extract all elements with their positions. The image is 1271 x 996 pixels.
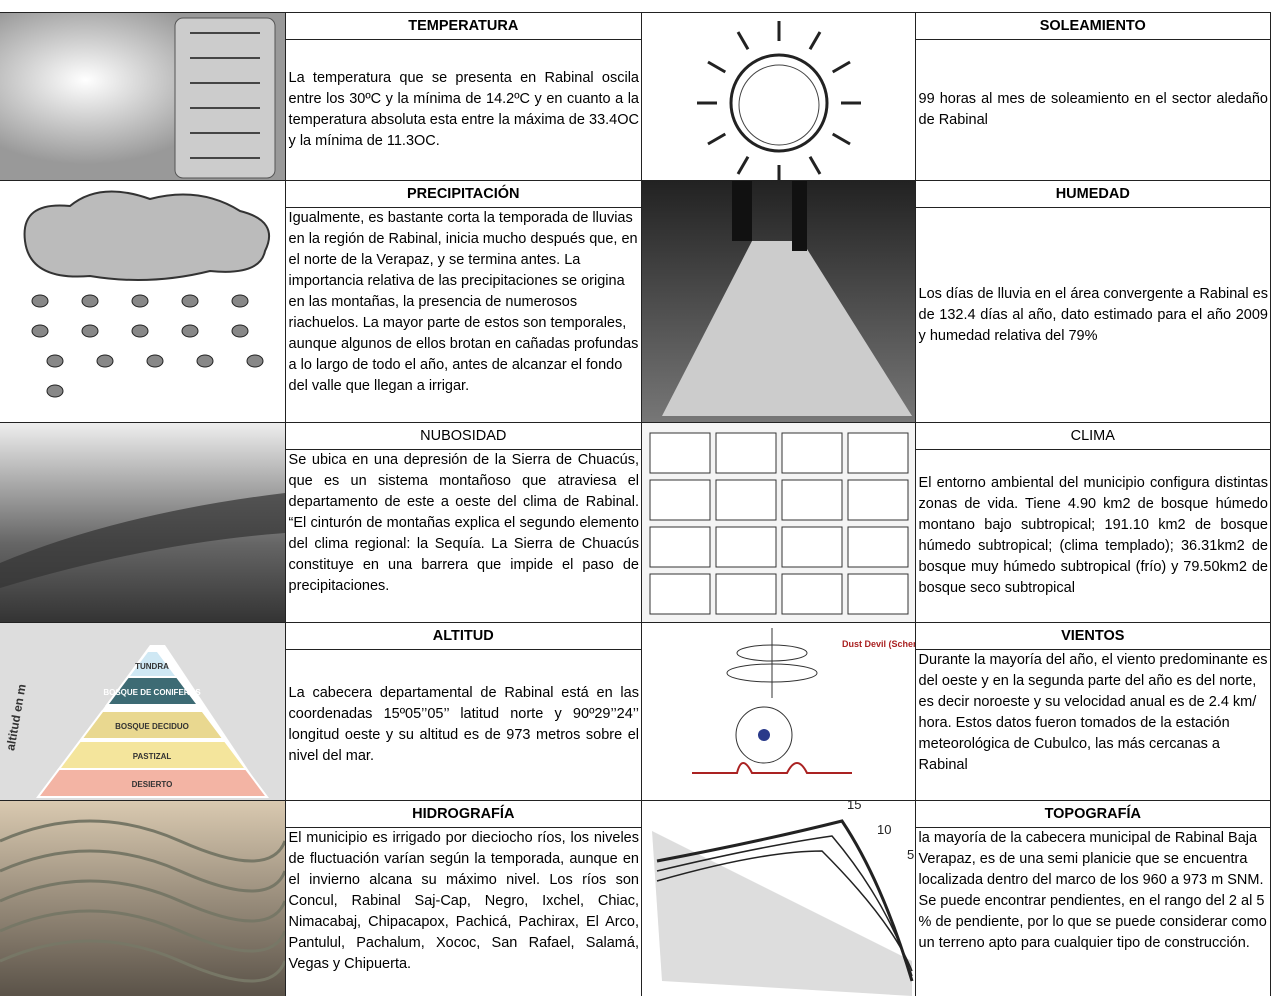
info-cell: CLIMA El entorno ambiental del municipio … (915, 423, 1271, 622)
illustration (641, 423, 916, 622)
table-row: TUNDRA BOSQUE DE CONIFERAS BOSQUE DECIDUO P… (0, 622, 1271, 800)
cell-title: HUMEDAD (915, 181, 1270, 208)
cell-text: Igualmente, es bastante corta la tempora… (288, 210, 639, 394)
cell-title: HIDROGRAFÍA (285, 801, 641, 828)
table-row: NUBOSIDAD Se ubica en una depresión de la… (0, 422, 1271, 622)
cell-text: 99 horas al mes de soleamiento en el sec… (918, 91, 1268, 128)
cell-body: la mayoría de la cabecera municipal de R… (916, 828, 1270, 996)
cell-body: La temperatura que se presenta en Rabina… (286, 40, 641, 180)
cell-title: NUBOSIDAD (285, 423, 641, 450)
cell-title: CLIMA (915, 423, 1270, 450)
cell-text: Los días de lluvia en el área convergent… (918, 285, 1268, 344)
illustration-drawing (641, 423, 915, 622)
pyramid-label: DESIERTO (132, 780, 173, 789)
table-row: TEMPERATURA La temperatura que se present… (0, 12, 1271, 180)
pyramid-label: PASTIZAL (133, 752, 172, 761)
cell-text: El entorno ambiental del municipio confi… (918, 475, 1268, 596)
cell-title: PRECIPITACIÓN (285, 181, 641, 208)
illustration-drawing (641, 181, 915, 422)
cell-text: Durante la mayoría del año, el viento pr… (918, 652, 1268, 773)
info-cell: TEMPERATURA La temperatura que se present… (285, 13, 642, 180)
cell-text: la mayoría de la cabecera municipal de R… (918, 830, 1267, 951)
cell-body: 99 horas al mes de soleamiento en el sec… (916, 40, 1270, 180)
illustration (642, 13, 916, 180)
illustration-drawing (0, 801, 285, 996)
illustration-drawing: Dust Devil (Schematic) (641, 623, 915, 800)
cell-text: La temperatura que se presenta en Rabina… (288, 70, 639, 149)
table-row: PRECIPITACIÓN Igualmente, es bastante cor… (0, 180, 1271, 422)
cell-text: La cabecera departamental de Rabinal est… (288, 685, 639, 764)
cell-title: TEMPERATURA (285, 13, 641, 40)
info-cell: NUBOSIDAD Se ubica en una depresión de la… (285, 423, 642, 622)
illustration (0, 423, 286, 622)
illustration (0, 801, 286, 996)
contour-label: 5 (907, 847, 914, 862)
illustration-drawing: 15 10 5 (641, 801, 915, 996)
info-cell: HUMEDAD Los días de lluvia en el área con… (915, 181, 1271, 422)
diagram-title: Dust Devil (Schematic) (842, 639, 915, 649)
cell-body: La cabecera departamental de Rabinal est… (286, 650, 641, 800)
illustration-drawing: TUNDRA BOSQUE DE CONIFERAS BOSQUE DECIDUO P… (0, 623, 285, 800)
pyramid-label: TUNDRA (135, 662, 169, 671)
cell-body: Durante la mayoría del año, el viento pr… (916, 650, 1270, 800)
info-cell: SOLEAMIENTO 99 horas al mes de soleamient… (915, 13, 1271, 180)
illustration-drawing (23, 190, 270, 398)
illustration (641, 181, 916, 422)
info-cell: PRECIPITACIÓN Igualmente, es bastante cor… (285, 181, 642, 422)
cell-title: SOLEAMIENTO (915, 13, 1270, 40)
cell-body: Se ubica en una depresión de la Sierra d… (286, 450, 641, 622)
cell-body: El municipio es irrigado por dieciocho r… (286, 828, 641, 996)
illustration-drawing (0, 423, 285, 622)
table-row: HIDROGRAFÍA El municipio es irrigado por … (0, 800, 1271, 996)
info-cell: HIDROGRAFÍA El municipio es irrigado por … (285, 801, 642, 996)
illustration-drawing (0, 13, 285, 180)
illustration (0, 13, 286, 180)
illustration: Dust Devil (Schematic) (641, 623, 916, 800)
illustration: TUNDRA BOSQUE DE CONIFERAS BOSQUE DECIDUO P… (0, 623, 286, 800)
illustration: 15 10 5 (641, 801, 916, 996)
cell-title: VIENTOS (915, 623, 1270, 650)
cell-body: Los días de lluvia en el área convergent… (916, 208, 1270, 422)
cell-body: El entorno ambiental del municipio confi… (916, 450, 1270, 622)
cell-text: El municipio es irrigado por dieciocho r… (288, 830, 639, 972)
contour-label: 15 (847, 801, 861, 812)
cell-title: TOPOGRAFÍA (915, 801, 1270, 828)
cell-title: ALTITUD (285, 623, 641, 650)
info-cell: VIENTOS Durante la mayoría del año, el vi… (915, 623, 1271, 800)
info-cell: TOPOGRAFÍA la mayoría de la cabecera muni… (915, 801, 1271, 996)
info-cell: ALTITUD La cabecera departamental de Rabi… (285, 623, 642, 800)
illustration-drawing (696, 21, 861, 180)
contour-label: 10 (877, 822, 891, 837)
cell-body: Igualmente, es bastante corta la tempora… (286, 208, 641, 422)
pyramid-label: BOSQUE DECIDUO (115, 722, 189, 731)
pyramid-label: BOSQUE DE CONIFERAS (103, 688, 201, 697)
cell-text: Se ubica en una depresión de la Sierra d… (288, 452, 639, 594)
illustration (0, 181, 286, 422)
climate-table: TEMPERATURA La temperatura que se present… (0, 12, 1271, 996)
